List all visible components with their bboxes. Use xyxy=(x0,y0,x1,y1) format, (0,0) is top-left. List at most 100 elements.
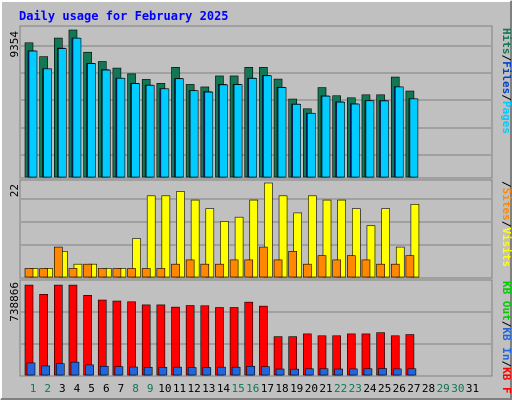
day-label-16: 16 xyxy=(246,382,259,395)
bar-pages-day-22 xyxy=(336,101,345,178)
legend-visits: /Sites/Visits xyxy=(500,181,512,267)
bar-kb-f-day-5 xyxy=(83,295,92,376)
bar-pages-day-16 xyxy=(248,78,258,178)
day-label-13: 13 xyxy=(202,382,215,395)
legend-separator-hits-1: / xyxy=(500,55,512,62)
bar-pages-day-18 xyxy=(277,87,287,178)
legend-item-kb-2: / xyxy=(500,321,512,328)
bar-kb-f-day-11 xyxy=(171,306,180,376)
bar-kb-f-day-7 xyxy=(112,300,122,376)
bar-pages-day-2 xyxy=(43,68,52,178)
legend-item-kb-4: / xyxy=(500,361,512,368)
bar-kb-f-day-16 xyxy=(244,301,254,376)
bar-sites-day-27 xyxy=(405,255,415,278)
legend-separator-hits-2: / xyxy=(500,94,512,101)
legend-kb: KB Out/KB In/KB F xyxy=(500,281,512,394)
legend-item-kb-1: KB Out xyxy=(500,281,512,321)
bar-visits-day-15 xyxy=(234,216,244,278)
bar-pages-day-25 xyxy=(380,100,389,178)
bar-visits-day-18 xyxy=(278,195,288,278)
bar-pages-day-14 xyxy=(219,84,228,178)
bars xyxy=(24,29,420,376)
bar-kb-f-day-13 xyxy=(200,305,210,376)
bar-sites-day-26 xyxy=(390,263,400,278)
bar-visits-day-8 xyxy=(132,238,141,278)
bar-kb-in-day-16 xyxy=(246,365,256,376)
day-label-8: 8 xyxy=(132,382,139,395)
bar-kb-in-day-4 xyxy=(70,361,80,376)
bar-sites-day-25 xyxy=(376,263,385,278)
day-label-31: 31 xyxy=(466,382,479,395)
bar-pages-day-4 xyxy=(72,37,82,178)
bar-pages-day-12 xyxy=(189,90,199,178)
bar-visits-day-24 xyxy=(366,225,376,278)
legend-item-visits-1: / xyxy=(500,181,512,188)
bar-pages-day-17 xyxy=(263,75,272,178)
bar-kb-in-day-11 xyxy=(173,366,182,376)
bar-sites-day-12 xyxy=(185,259,195,278)
bar-sites-day-3 xyxy=(53,246,63,278)
bar-kb-f-day-6 xyxy=(97,299,107,376)
bar-sites-day-16 xyxy=(244,259,254,278)
day-labels: 1 2 3 4 5 6 7 8 9 10 11 12 13 14 15 16 17 18 19 20 21 22 23 24 2… xyxy=(30,382,479,395)
bar-visits-day-23 xyxy=(351,208,361,278)
bar-visits-day-25 xyxy=(381,208,390,278)
bar-kb-f-day-12 xyxy=(185,305,195,376)
day-label-7: 7 xyxy=(118,382,125,395)
day-label-20: 20 xyxy=(305,382,318,395)
bar-kb-in-day-13 xyxy=(202,367,212,376)
bar-pages-day-11 xyxy=(175,78,184,178)
bar-sites-day-15 xyxy=(229,259,239,278)
bar-sites-day-5 xyxy=(83,263,92,278)
bar-sites-day-19 xyxy=(288,251,298,278)
day-label-25: 25 xyxy=(378,382,391,395)
bar-sites-day-4 xyxy=(68,268,78,278)
bar-kb-f-day-8 xyxy=(127,301,136,376)
bar-pages-day-13 xyxy=(204,91,214,178)
day-label-2: 2 xyxy=(44,382,51,395)
bar-kb-f-day-15 xyxy=(229,307,239,376)
bar-visits-day-16 xyxy=(249,199,259,278)
bar-sites-day-7 xyxy=(112,268,122,278)
day-label-17: 17 xyxy=(261,382,274,395)
day-label-3: 3 xyxy=(59,382,66,395)
bar-sites-day-13 xyxy=(200,263,210,278)
legend-item-visits-2: Sites xyxy=(500,188,512,221)
bar-visits-day-21 xyxy=(322,199,332,278)
bar-pages-day-21 xyxy=(321,95,331,178)
bar-kb-in-day-23 xyxy=(348,368,358,376)
day-label-14: 14 xyxy=(217,382,231,395)
bar-pages-day-23 xyxy=(350,103,360,178)
day-label-24: 24 xyxy=(363,382,377,395)
bar-pages-day-15 xyxy=(233,84,243,178)
bar-kb-in-day-10 xyxy=(158,366,168,376)
day-label-15: 15 xyxy=(231,382,244,395)
bar-kb-f-day-9 xyxy=(141,304,151,376)
day-label-22: 22 xyxy=(334,382,347,395)
legend-separator-visits-2: / xyxy=(500,221,512,228)
day-label-10: 10 xyxy=(158,382,171,395)
day-label-21: 21 xyxy=(319,382,332,395)
bar-kb-in-day-26 xyxy=(392,368,402,376)
bar-sites-day-1 xyxy=(24,268,34,278)
bar-kb-in-day-9 xyxy=(143,366,153,376)
bar-kb-in-day-5 xyxy=(85,364,94,376)
day-label-12: 12 xyxy=(188,382,201,395)
bar-kb-in-day-7 xyxy=(114,366,124,376)
day-label-26: 26 xyxy=(393,382,406,395)
bar-kb-in-day-17 xyxy=(261,366,270,376)
bar-sites-day-14 xyxy=(215,263,224,278)
day-label-23: 23 xyxy=(349,382,362,395)
panel-visits-ymax: 22 xyxy=(8,184,21,197)
bar-sites-day-20 xyxy=(303,263,312,278)
legend-item-visits-3: Visits xyxy=(500,227,512,267)
bar-visits-day-22 xyxy=(337,199,346,278)
bar-sites-day-8 xyxy=(127,268,136,278)
bar-kb-f-day-1 xyxy=(24,284,34,376)
panel-kb-ymax: 738866 xyxy=(8,282,21,322)
bar-pages-day-9 xyxy=(145,85,155,178)
bar-pages-day-26 xyxy=(394,86,404,178)
legend-item-hits-1: Hits xyxy=(500,28,512,55)
bar-pages-day-27 xyxy=(409,98,419,178)
day-label-30: 30 xyxy=(451,382,464,395)
